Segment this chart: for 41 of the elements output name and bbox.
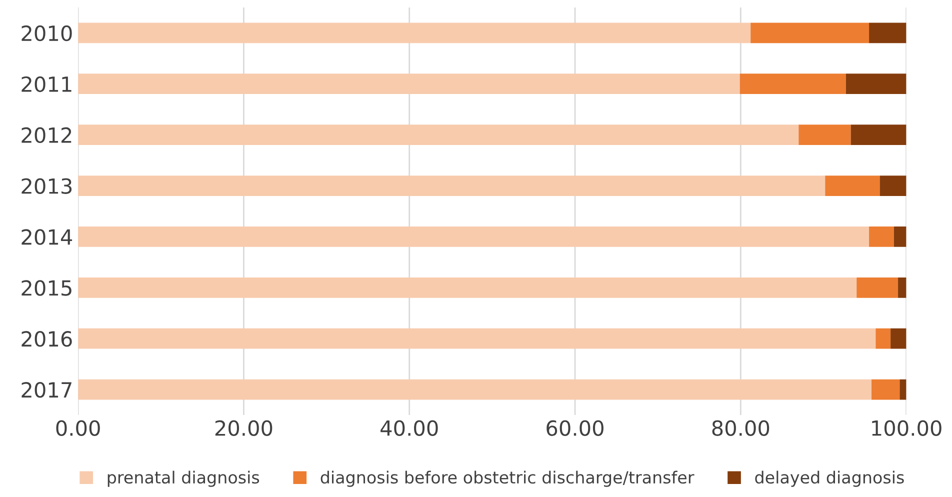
y-tick-label: 2012 bbox=[22, 127, 72, 144]
bar bbox=[78, 22, 751, 44]
bar bbox=[78, 176, 826, 196]
bar bbox=[876, 328, 891, 349]
bar bbox=[825, 176, 880, 196]
y-tick-label: 2014 bbox=[22, 229, 72, 245]
bar bbox=[890, 328, 906, 349]
y-tick-label: 2016 bbox=[22, 331, 72, 347]
bar bbox=[869, 226, 894, 247]
bar bbox=[78, 124, 799, 145]
y-tick-label: 2010 bbox=[22, 25, 72, 42]
x-tick-label: 20.00 bbox=[215, 420, 272, 436]
bar bbox=[850, 124, 906, 145]
bar bbox=[872, 379, 900, 400]
bar bbox=[740, 74, 846, 94]
bar bbox=[894, 226, 906, 247]
bar bbox=[900, 379, 906, 400]
legend-label: prenatal diagnosis bbox=[108, 470, 260, 487]
bar bbox=[898, 277, 906, 298]
legend-label: diagnosis before obstetric discharge/transfer bbox=[320, 470, 694, 487]
bar bbox=[880, 176, 906, 196]
x-tick-label: 100.00 bbox=[872, 420, 942, 436]
bar bbox=[78, 379, 872, 400]
bar bbox=[869, 22, 906, 44]
bar bbox=[78, 328, 876, 349]
bar bbox=[856, 277, 898, 298]
y-tick-label: 2013 bbox=[22, 178, 72, 194]
y-tick-label: 2017 bbox=[22, 382, 72, 398]
bar bbox=[846, 74, 906, 94]
x-tick-label: 60.00 bbox=[546, 420, 604, 436]
x-tick-label: 80.00 bbox=[712, 420, 770, 436]
y-tick-label: 2015 bbox=[22, 280, 72, 296]
bar bbox=[78, 277, 857, 298]
bar bbox=[78, 226, 870, 247]
x-tick-label: 0.00 bbox=[56, 420, 100, 436]
y-tick-label: 2011 bbox=[22, 76, 72, 92]
x-tick-label: 40.00 bbox=[380, 420, 438, 436]
bar bbox=[798, 124, 851, 145]
legend-label: delayed diagnosis bbox=[755, 470, 904, 487]
bar bbox=[750, 22, 870, 44]
bar bbox=[78, 74, 740, 94]
